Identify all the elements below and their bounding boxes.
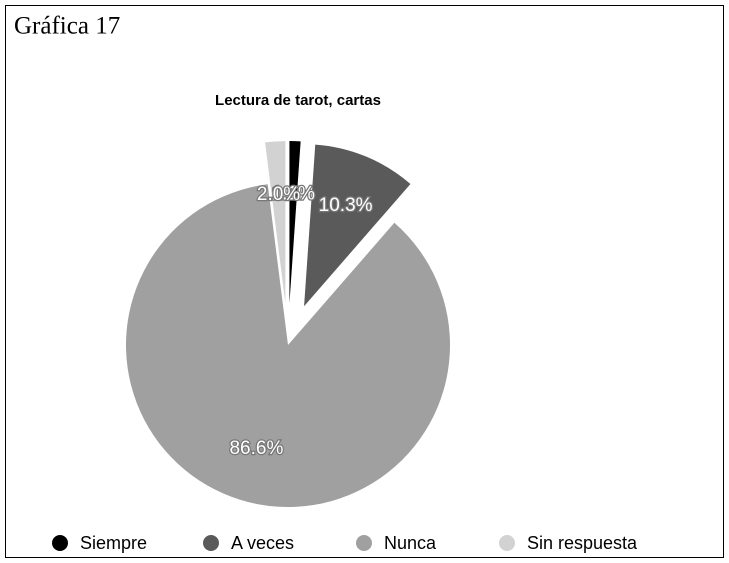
legend-swatch (203, 535, 219, 551)
data-label: 2.0% (257, 184, 300, 205)
data-label: 1.1% (272, 184, 315, 205)
legend-swatch (499, 535, 515, 551)
chart-title: Lectura de tarot, cartas (215, 92, 381, 109)
legend-label: Nunca (384, 533, 437, 553)
data-label: 86.6% (229, 438, 283, 459)
caption: Gráfica 17 (14, 13, 120, 40)
pie-slice (289, 141, 301, 304)
legend-label: A veces (231, 533, 294, 553)
pie-slice (304, 144, 411, 307)
pie-slice (265, 141, 286, 304)
legend-swatch (356, 535, 372, 551)
pie-slice (126, 184, 450, 508)
data-label: 10.3% (319, 195, 373, 216)
legend-label: Siempre (80, 533, 147, 553)
legend-label: Sin respuesta (527, 533, 638, 553)
legend-swatch (52, 535, 68, 551)
